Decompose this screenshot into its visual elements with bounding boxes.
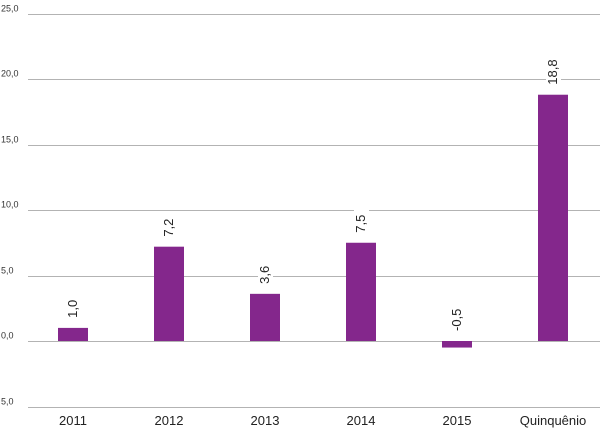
bars bbox=[58, 94, 568, 348]
data-label-background bbox=[546, 51, 561, 88]
bar bbox=[58, 327, 88, 341]
y-tick-label: 0,0 bbox=[1, 331, 14, 341]
data-label: 3,6 bbox=[257, 266, 272, 284]
data-label: 18,8 bbox=[545, 59, 560, 84]
x-tick-label: 2012 bbox=[155, 413, 184, 428]
data-label: 7,5 bbox=[353, 215, 368, 233]
data-label-background bbox=[354, 207, 369, 236]
data-label: 1,0 bbox=[65, 300, 80, 318]
x-axis-ticks: 2011 2012 2013 2014 2015 Quinquênio bbox=[59, 413, 586, 428]
x-tick-label: 2014 bbox=[347, 413, 376, 428]
y-tick-label: 25,0 bbox=[1, 4, 19, 14]
data-label: 7,2 bbox=[161, 219, 176, 237]
bar bbox=[538, 94, 568, 341]
data-label: -0,5 bbox=[449, 309, 464, 331]
y-tick-label: 10,0 bbox=[1, 200, 19, 210]
data-label-group: -0,5 bbox=[449, 298, 465, 334]
gridlines bbox=[28, 14, 600, 408]
bar bbox=[442, 341, 472, 348]
data-labels: 1,0 7,2 3,6 7,5 -0,5 18,8 bbox=[65, 51, 561, 334]
y-tick-label: 5,0 bbox=[1, 397, 14, 407]
y-tick-label: 5,0 bbox=[1, 266, 14, 276]
data-label-group: 7,2 bbox=[161, 211, 177, 240]
data-label-background bbox=[258, 258, 273, 287]
y-axis-ticks: 25,0 20,0 15,0 10,0 5,0 0,0 5,0 bbox=[1, 4, 19, 407]
data-label-background bbox=[66, 292, 81, 321]
y-tick-label: 20,0 bbox=[1, 69, 19, 79]
x-tick-label: 2013 bbox=[251, 413, 280, 428]
data-label-background bbox=[450, 298, 465, 334]
bar bbox=[250, 293, 280, 341]
x-tick-label: 2015 bbox=[443, 413, 472, 428]
data-label-group: 18,8 bbox=[545, 51, 561, 88]
data-label-group: 3,6 bbox=[257, 258, 273, 287]
y-tick-label: 15,0 bbox=[1, 135, 19, 145]
bar bbox=[346, 242, 376, 341]
x-tick-label: 2011 bbox=[59, 413, 87, 428]
data-label-group: 1,0 bbox=[65, 292, 81, 321]
data-label-background bbox=[162, 211, 177, 240]
x-tick-label: Quinquênio bbox=[520, 413, 587, 428]
data-label-group: 7,5 bbox=[353, 207, 369, 236]
bar bbox=[154, 246, 184, 341]
